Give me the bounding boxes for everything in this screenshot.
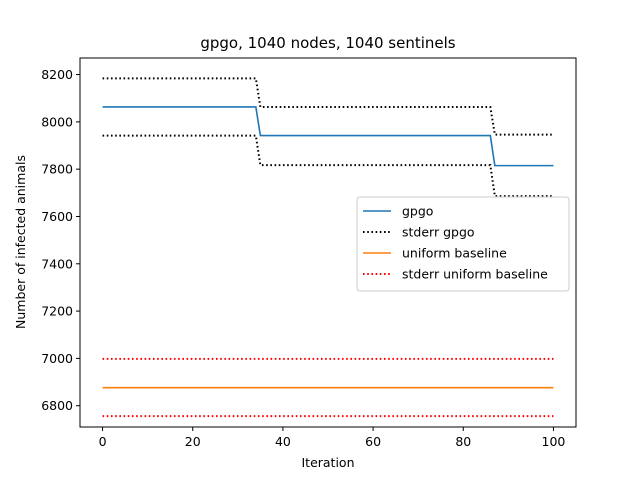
y-tick-label: 6800 bbox=[41, 398, 73, 413]
legend-label: stderr gpgo bbox=[402, 225, 475, 240]
legend-label: gpgo bbox=[402, 204, 433, 219]
x-tick-label: 100 bbox=[542, 434, 566, 449]
legend: gpgo stderr gpgo uniform baseline stderr un… bbox=[356, 196, 570, 292]
y-axis-title: Number of infected animals bbox=[13, 155, 28, 329]
series-line-0 bbox=[102, 106, 554, 167]
plot-area bbox=[102, 77, 554, 418]
y-tick-label: 7600 bbox=[41, 209, 73, 224]
plot-frame bbox=[79, 57, 577, 428]
x-tick-label: 0 bbox=[99, 434, 107, 449]
x-tick-label: 60 bbox=[365, 434, 381, 449]
legend-label: stderr uniform baseline bbox=[402, 267, 548, 282]
x-tick-label: 40 bbox=[275, 434, 291, 449]
x-tick-label: 80 bbox=[455, 434, 471, 449]
y-tick-label: 8000 bbox=[41, 114, 73, 129]
y-tick-label: 8200 bbox=[41, 67, 73, 82]
y-tick-label: 7000 bbox=[41, 351, 73, 366]
x-axis-title: Iteration bbox=[301, 455, 354, 470]
legend-box bbox=[356, 196, 570, 292]
series-line-2 bbox=[102, 134, 554, 198]
legend-label: uniform baseline bbox=[402, 246, 507, 261]
y-tick-label: 7200 bbox=[41, 304, 73, 319]
axis-ticks: 0 20 40 60 80 100 6800 7000 7200 7400 7600 7800 8000… bbox=[41, 67, 565, 449]
x-tick-label: 20 bbox=[185, 434, 201, 449]
series-line-1 bbox=[102, 77, 554, 136]
y-tick-label: 7400 bbox=[41, 256, 73, 271]
chart-title: gpgo, 1040 nodes, 1040 sentinels bbox=[200, 34, 455, 52]
y-tick-label: 7800 bbox=[41, 162, 73, 177]
